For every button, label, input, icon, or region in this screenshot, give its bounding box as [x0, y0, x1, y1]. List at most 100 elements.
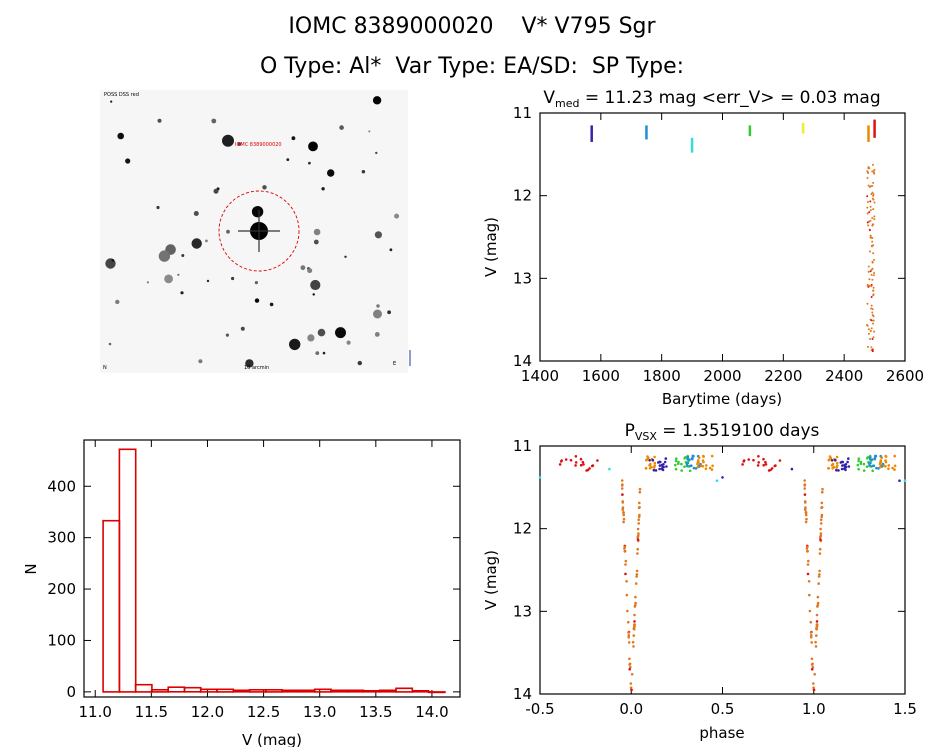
- phased-point: [846, 460, 849, 464]
- phased-point: [622, 520, 625, 524]
- phased-point: [634, 601, 637, 605]
- lightcurve-point: [869, 200, 872, 203]
- phased-point: [620, 479, 624, 482]
- star: [286, 158, 290, 162]
- phased-point: [868, 462, 871, 465]
- lightcurve-point: [868, 284, 871, 287]
- lightcurve-point: [873, 272, 876, 274]
- star: [205, 239, 208, 243]
- y-tick-label: 200: [47, 580, 76, 598]
- phased-point: [636, 535, 639, 539]
- lightcurve-point: [870, 244, 873, 247]
- phased-point: [903, 479, 907, 483]
- phased-point: [874, 454, 877, 458]
- phased-point: [627, 641, 631, 644]
- phased-point: [581, 460, 585, 464]
- lightcurve-panel: Vmed = 11.23 mag <err_V> = 0.03 mag 1400…: [482, 88, 924, 408]
- lightcurve-point: [870, 346, 873, 349]
- star: [308, 141, 318, 152]
- phased-point: [866, 456, 870, 459]
- star: [191, 238, 202, 249]
- phased-point: [837, 469, 840, 472]
- phased-point: [683, 465, 686, 469]
- phased-point: [862, 469, 866, 472]
- phased-point: [841, 460, 845, 464]
- x-tick-label: 11.5: [135, 703, 168, 721]
- phased-point: [677, 460, 680, 464]
- star: [313, 228, 321, 236]
- phased-point: [814, 640, 817, 644]
- lightcurve-point: [872, 336, 875, 339]
- lightcurve-point: [871, 348, 874, 351]
- histogram-bar: [118, 448, 137, 693]
- phased-point: [662, 463, 665, 466]
- phased-point: [634, 582, 638, 585]
- histogram-bar: [362, 689, 381, 693]
- phased-point: [620, 487, 624, 490]
- phased-point: [862, 462, 866, 466]
- phased-point: [622, 517, 626, 521]
- histogram-bar: [264, 688, 283, 693]
- phased-point: [632, 645, 635, 648]
- phased-point: [650, 465, 653, 469]
- phased-point: [806, 550, 809, 553]
- phased-point: [696, 465, 700, 469]
- lightcurve-ticks: 1400 1600 1800 2000 2200 2400 2600 11 12 13 14: [513, 104, 924, 385]
- lightcurve-point: [866, 206, 869, 209]
- phased-point: [621, 508, 625, 511]
- lightcurve-point: [872, 194, 875, 197]
- phased-point: [891, 466, 894, 470]
- phased-point: [819, 522, 823, 525]
- phased-point: [804, 513, 808, 517]
- star: [387, 310, 391, 315]
- star: [156, 205, 160, 210]
- phased-point: [870, 458, 874, 461]
- phased-point: [844, 463, 848, 466]
- phased-point: [674, 459, 678, 463]
- phased-point: [694, 467, 698, 470]
- phased-point: [635, 573, 639, 576]
- x-tick-label: 12.0: [191, 703, 224, 721]
- star: [245, 359, 254, 368]
- lightcurve-point: [872, 319, 875, 322]
- phased-point: [884, 460, 888, 464]
- star: [181, 254, 185, 257]
- phased-point: [637, 518, 640, 521]
- phased-point: [877, 467, 880, 470]
- star: [213, 188, 219, 194]
- phased-point: [702, 455, 705, 458]
- phased-point: [574, 461, 578, 464]
- phased-point: [630, 673, 634, 676]
- lightcurve-point: [867, 328, 870, 331]
- star: [394, 213, 400, 219]
- phased-point: [692, 466, 696, 470]
- phased-point: [569, 458, 573, 462]
- phased-x-label: phase: [699, 724, 744, 742]
- star: [373, 309, 382, 319]
- x-tick-label: 2000: [703, 367, 741, 385]
- lightcurve-point: [872, 193, 875, 196]
- star: [262, 185, 267, 190]
- phased-point: [803, 479, 806, 482]
- phased-point: [756, 464, 760, 467]
- histogram-bar: [199, 688, 218, 693]
- phased-point: [663, 460, 667, 464]
- phased-point: [664, 457, 668, 460]
- lightcurve-point: [872, 181, 875, 184]
- star: [315, 351, 320, 355]
- star: [321, 187, 325, 191]
- star: [374, 332, 380, 337]
- phased-point: [804, 501, 807, 504]
- lightcurve-point: [869, 234, 872, 237]
- phased-point: [659, 460, 662, 464]
- phased-point: [637, 506, 641, 510]
- phased-point: [741, 463, 744, 466]
- histogram-x-label: V (mag): [242, 731, 302, 747]
- lightcurve-point: [866, 221, 869, 224]
- lightcurve-point: [870, 273, 873, 276]
- phased-point: [628, 668, 631, 671]
- y-tick-label: 13: [513, 269, 532, 287]
- phased-point: [809, 631, 813, 634]
- phased-point: [624, 559, 628, 563]
- histogram-bar: [395, 687, 414, 693]
